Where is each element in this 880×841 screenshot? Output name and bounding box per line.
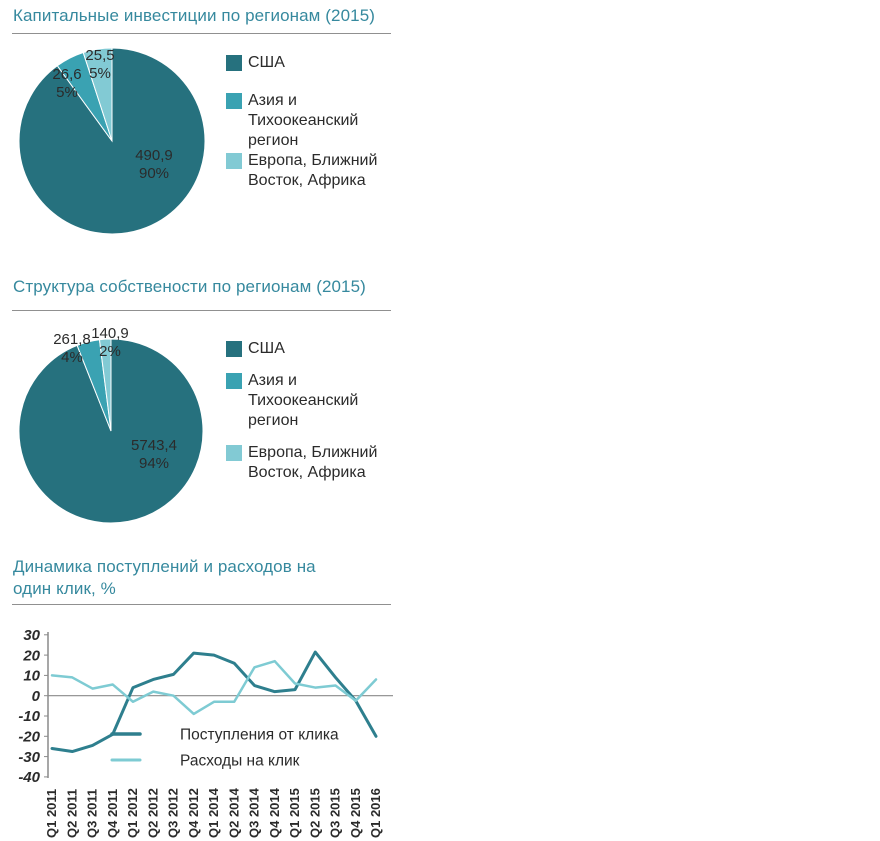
legend-label-asia: Азия и Тихоокеанский регион (248, 372, 359, 429)
pie-slice-2 (82, 47, 113, 142)
x-tick-label: Q3 2014 (247, 787, 262, 838)
legend-label-us: США (248, 340, 285, 357)
x-tick-label: Q2 2012 (145, 788, 160, 838)
x-tick-label: Q1 2015 (287, 788, 302, 838)
pie2-label-asia: 261,8 4% (27, 331, 117, 367)
pie1-label-emea-value: 25,5 (85, 47, 115, 64)
pie1-label-asia: 26,6 5% (22, 66, 112, 102)
pie1-label-us: 490,9 90% (109, 147, 199, 183)
x-tick-label: Q4 2012 (186, 788, 201, 838)
legend-label-asia: Азия и Тихоокеанский регион (248, 92, 359, 149)
y-tick-label: -30 (18, 749, 40, 766)
x-tick-label: Q4 2015 (348, 788, 363, 838)
x-tick-label: Q4 2014 (267, 787, 282, 838)
legend-swatch-emea (226, 153, 242, 169)
y-tick-label: 30 (23, 627, 40, 644)
legend-label-emea: Европа, Ближний Восток, Африка (248, 444, 378, 481)
pie1-divider (12, 33, 391, 34)
line-chart-divider (12, 604, 391, 605)
pie1-label-emea-pct: 5% (89, 65, 111, 82)
pie2-title: Структура собствености по регионам (2015… (13, 277, 366, 296)
pie2-label-us: 5743,4 94% (109, 437, 199, 473)
line-chart-title-line2: один клик, % (13, 579, 116, 598)
y-tick-label: 0 (32, 688, 41, 705)
series-line-0 (50, 650, 378, 754)
y-tick-label: -10 (18, 708, 40, 725)
pie2-label-asia-value: 261,8 (53, 331, 91, 348)
pie1-label-us-pct: 90% (138, 165, 170, 182)
series-line-1 (50, 659, 378, 716)
y-tick-label: 10 (23, 668, 40, 685)
chart-legend-label-0: Поступления от клика (180, 727, 339, 744)
x-tick-label: Q2 2015 (307, 788, 322, 838)
legend-swatch-emea (226, 445, 242, 461)
line-chart-title-line1: Динамика поступлений и расходов на (13, 557, 316, 576)
pie2-label-emea: 140,9 2% (65, 325, 155, 361)
pie2-label-emea-value: 140,9 (91, 325, 129, 342)
y-tick-label: -40 (18, 769, 40, 786)
pie1-title: Капитальные инвестиции по регионам (2015… (13, 6, 376, 25)
pie2-label-us-value: 5743,4 (131, 437, 177, 454)
legend-swatch-us (226, 341, 242, 357)
y-tick-label: 20 (22, 647, 40, 664)
legend-swatch-us (226, 55, 242, 71)
chart-legend-label-1: Расходы на клик (180, 753, 300, 770)
pie2-label-us-pct: 94% (138, 455, 170, 472)
x-tick-label: Q3 2011 (85, 789, 100, 838)
legend-swatch-asia (226, 373, 242, 389)
x-tick-label: Q2 2011 (64, 789, 79, 838)
legend-label-emea: Европа, Ближний Восток, Африка (248, 152, 378, 189)
x-tick-label: Q1 2012 (125, 788, 140, 838)
legend-swatch-asia (226, 93, 242, 109)
pie1-chart (18, 47, 206, 235)
pie1-label-asia-value: 26,6 (52, 66, 82, 83)
pie2-chart (18, 338, 204, 524)
x-tick-label: Q1 2011 (44, 789, 59, 838)
pie-slice-2 (98, 338, 112, 432)
pie1-label-asia-pct: 5% (56, 84, 78, 101)
pie2-divider (12, 310, 391, 311)
legend-label-us: США (248, 54, 285, 71)
x-tick-label: Q1 2016 (368, 788, 383, 838)
x-tick-label: Q1 2014 (206, 787, 221, 838)
line-chart: 30 20 10 0 -10 -20 -30 -40 Поступления от клика Р… (18, 627, 393, 838)
x-tick-label: Q2 2014 (226, 787, 241, 838)
x-tick-label: Q3 2015 (328, 788, 343, 838)
x-tick-label: Q4 2011 (105, 789, 120, 838)
pie1-label-us-value: 490,9 (135, 147, 173, 164)
pie2-label-asia-pct: 4% (61, 349, 83, 366)
x-tick-label: Q3 2012 (166, 788, 181, 838)
pie1-label-emea: 25,5 5% (55, 47, 145, 83)
y-tick-label: -20 (18, 729, 40, 746)
pie2-label-emea-pct: 2% (99, 343, 121, 360)
